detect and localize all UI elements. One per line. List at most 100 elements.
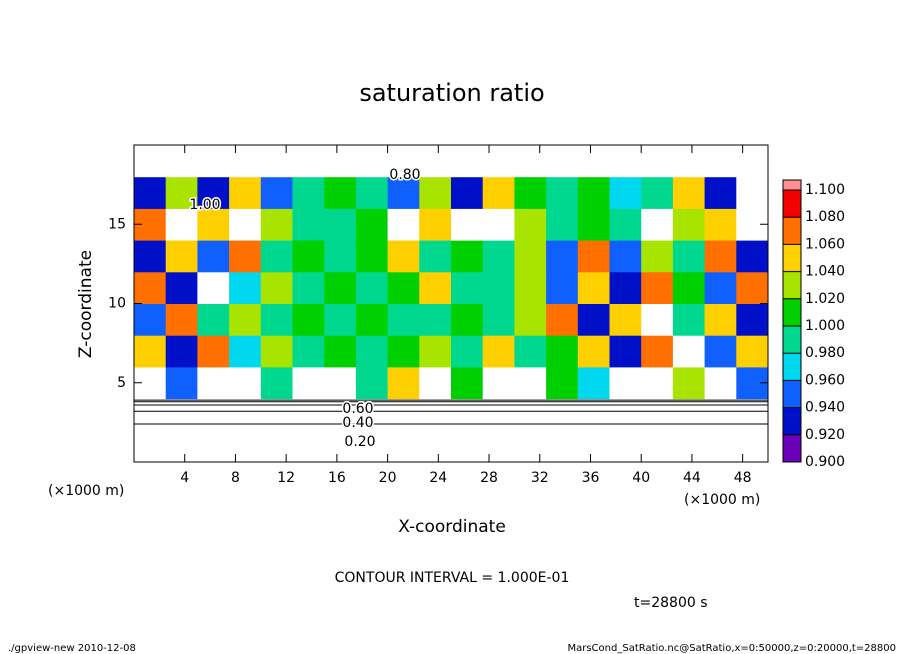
x-tick-label: 40 xyxy=(632,470,650,486)
heat-cell xyxy=(324,303,357,336)
heat-cell xyxy=(672,145,706,178)
heat-cell xyxy=(387,430,420,463)
colorbar-band xyxy=(783,380,801,408)
heat-cell xyxy=(577,430,610,463)
x-tick-label: 8 xyxy=(231,470,240,486)
heat-cell xyxy=(355,335,389,368)
heat-cell xyxy=(546,240,579,273)
heat-cell xyxy=(451,398,484,431)
heat-cell xyxy=(672,335,706,368)
heat-cell xyxy=(641,303,674,336)
colorbar-band xyxy=(783,326,801,354)
heat-cell xyxy=(260,208,293,241)
heat-cell xyxy=(546,176,579,209)
heat-cell xyxy=(577,208,610,241)
heat-cell xyxy=(292,208,325,241)
heat-cell xyxy=(355,208,389,241)
heat-cell xyxy=(451,335,484,368)
heat-cell xyxy=(451,366,484,400)
y-tick-label: 10 xyxy=(108,296,126,312)
heat-cell xyxy=(609,398,642,431)
heat-cell xyxy=(641,398,674,431)
heat-cell xyxy=(704,303,737,336)
heat-cell xyxy=(165,430,198,463)
heat-cell xyxy=(609,303,642,336)
heat-cell xyxy=(451,271,484,304)
colorbar-label: 0.900 xyxy=(805,454,845,470)
heat-cell xyxy=(546,398,579,431)
heat-cell xyxy=(260,398,293,431)
heat-cell xyxy=(514,145,547,178)
heat-cell xyxy=(514,208,547,241)
heat-cell xyxy=(704,145,737,178)
heat-cell xyxy=(419,398,452,431)
heat-cell xyxy=(197,335,230,368)
heat-cell xyxy=(197,145,230,178)
heat-cell xyxy=(641,208,674,241)
heat-cell xyxy=(229,335,262,368)
heat-cell xyxy=(292,398,325,431)
heat-cell xyxy=(134,271,167,304)
x-tick-label: 20 xyxy=(379,470,397,486)
colorbar-band xyxy=(783,298,801,326)
heat-cell xyxy=(134,145,167,178)
x-tick-label: 28 xyxy=(480,470,498,486)
heat-cell xyxy=(229,303,262,336)
heat-cell xyxy=(292,271,325,304)
y-tick-label: 15 xyxy=(108,216,126,232)
footer-right: MarsCond_SatRatio.nc@SatRatio,x=0:50000,… xyxy=(567,643,896,654)
heat-cell xyxy=(641,176,674,209)
x-tick-label: 16 xyxy=(328,470,346,486)
heat-cell xyxy=(704,430,737,463)
heat-cell xyxy=(736,303,769,336)
heat-cell xyxy=(260,303,293,336)
colorbar-band xyxy=(783,434,801,462)
chart-title: saturation ratio xyxy=(359,79,544,107)
heat-cell xyxy=(736,398,769,431)
heat-cell xyxy=(197,271,230,304)
heat-cell xyxy=(292,430,325,463)
heat-cell xyxy=(704,366,737,400)
heat-cell xyxy=(514,271,547,304)
heat-cell xyxy=(609,176,642,209)
x-tick-label: 24 xyxy=(429,470,447,486)
heat-cell xyxy=(165,176,198,209)
heat-cell xyxy=(387,208,420,241)
heat-cell xyxy=(482,176,515,209)
heat-cell xyxy=(229,271,262,304)
heat-cell xyxy=(292,240,325,273)
heat-cell xyxy=(260,271,293,304)
colorbar-label: 0.940 xyxy=(805,400,845,416)
heat-cell xyxy=(641,145,674,178)
heat-cell xyxy=(197,430,230,463)
heat-cell xyxy=(419,145,452,178)
heat-cell xyxy=(609,145,642,178)
time-label: t=28800 s xyxy=(634,595,708,611)
heat-cell xyxy=(609,208,642,241)
x-tick-label: 4 xyxy=(180,470,189,486)
heat-cell xyxy=(324,240,357,273)
heat-cell xyxy=(324,430,357,463)
heat-cell xyxy=(609,430,642,463)
heat-cell xyxy=(419,271,452,304)
heat-cell xyxy=(134,398,167,431)
heat-cell xyxy=(514,303,547,336)
heat-cell xyxy=(324,271,357,304)
colorbar-band xyxy=(783,244,801,272)
contour-interval: CONTOUR INTERVAL = 1.000E-01 xyxy=(335,570,570,586)
heat-cell xyxy=(482,303,515,336)
heat-cell xyxy=(387,303,420,336)
heat-cell xyxy=(229,176,262,209)
heat-cell xyxy=(165,240,198,273)
heat-cell xyxy=(451,145,484,178)
heat-cell xyxy=(672,208,706,241)
heat-cell xyxy=(229,208,262,241)
heat-cell xyxy=(197,303,230,336)
heat-cell xyxy=(324,145,357,178)
colorbar-top xyxy=(782,179,802,191)
heat-cell xyxy=(134,335,167,368)
contour-label: 0.40 xyxy=(342,415,373,431)
heat-cell xyxy=(672,240,706,273)
heat-cell xyxy=(672,176,706,209)
